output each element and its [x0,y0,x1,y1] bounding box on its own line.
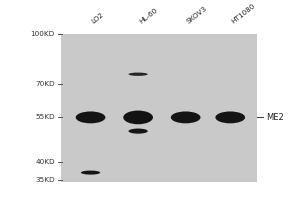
Ellipse shape [81,171,100,175]
Ellipse shape [123,111,153,124]
Ellipse shape [128,73,148,76]
Text: SKOV3: SKOV3 [186,5,208,25]
Text: 100KD: 100KD [31,31,55,37]
Text: 35KD: 35KD [35,177,55,183]
Text: 70KD: 70KD [35,81,55,87]
Ellipse shape [171,111,200,123]
Ellipse shape [76,111,105,123]
Text: 55KD: 55KD [35,114,55,120]
Ellipse shape [128,129,148,134]
Text: LO2: LO2 [91,12,105,25]
Ellipse shape [215,111,245,123]
Text: HT1080: HT1080 [230,3,256,25]
Text: 40KD: 40KD [35,159,55,165]
Text: ME2: ME2 [266,113,284,122]
Text: HL-60: HL-60 [138,7,159,25]
FancyBboxPatch shape [61,34,257,182]
